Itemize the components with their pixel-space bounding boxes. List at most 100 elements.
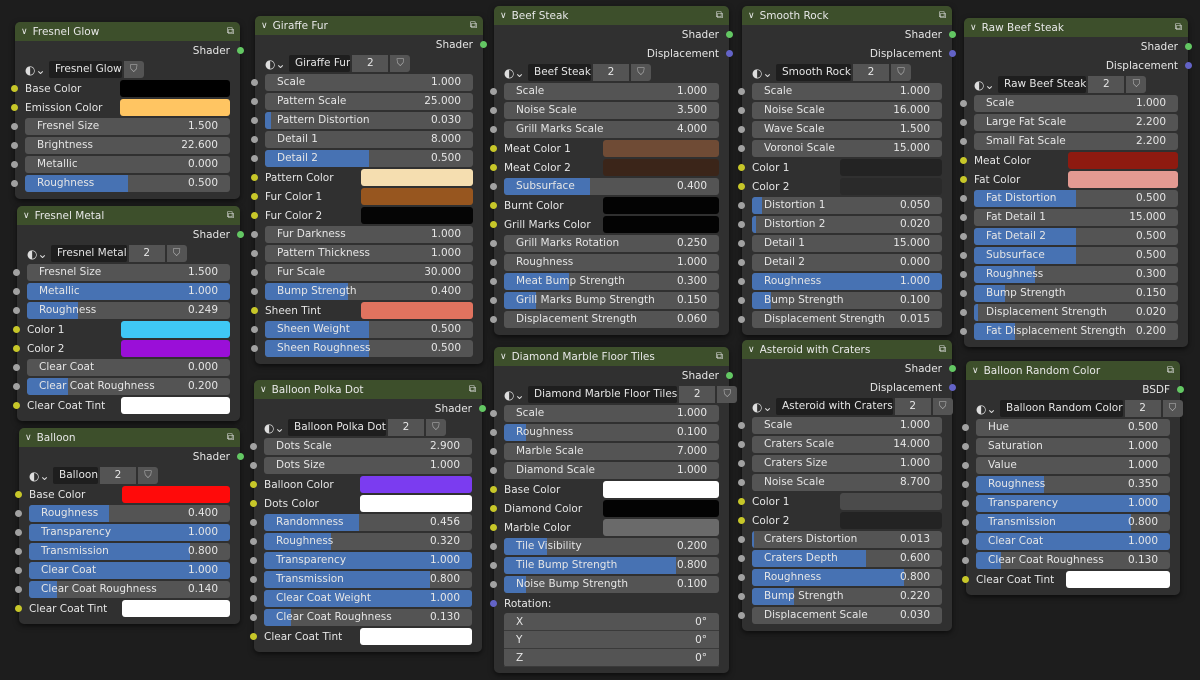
material-browse-icon[interactable]: ◐⌄ [504, 65, 525, 80]
socket-icon[interactable] [738, 460, 745, 467]
datablock-selector[interactable]: ◐⌄ Fresnel Glow ⛉ [25, 61, 144, 78]
node-diamond-marble-floor-tiles[interactable]: ∨ Diamond Marble Floor Tiles ⧉ Shader ◐⌄ Diam… [490, 347, 738, 673]
node-group-icon[interactable]: ⧉ [226, 26, 234, 37]
value-slider[interactable]: Roughness 0.800 [752, 569, 942, 586]
user-count[interactable]: 2 [352, 55, 389, 72]
material-browse-icon[interactable]: ◐⌄ [25, 62, 46, 77]
socket-icon[interactable] [15, 491, 22, 498]
color-swatch[interactable] [360, 188, 473, 205]
collapse-chevron-icon[interactable]: ∨ [972, 365, 979, 376]
user-count[interactable]: 2 [99, 467, 136, 484]
socket-icon[interactable] [960, 233, 967, 240]
socket-icon[interactable] [960, 119, 967, 126]
value-slider[interactable]: Fur Scale 30.000 [265, 264, 473, 281]
color-swatch[interactable] [1068, 152, 1178, 169]
socket-icon[interactable] [251, 117, 258, 124]
collapse-chevron-icon[interactable]: ∨ [25, 432, 32, 443]
fake-user-shield-icon[interactable]: ⛉ [425, 419, 446, 436]
socket-icon[interactable] [251, 269, 258, 276]
value-slider[interactable]: Large Fat Scale 2.200 [974, 114, 1178, 131]
socket-icon[interactable] [13, 345, 20, 352]
socket-icon[interactable] [251, 307, 258, 314]
socket-icon[interactable] [960, 176, 967, 183]
fake-user-shield-icon[interactable]: ⛉ [137, 467, 158, 484]
value-slider[interactable]: Fat Detail 2 0.500 [974, 228, 1178, 245]
color-swatch[interactable] [360, 169, 473, 186]
socket-icon[interactable] [960, 157, 967, 164]
value-slider[interactable]: Roughness 0.300 [974, 266, 1178, 283]
socket-icon[interactable] [738, 441, 745, 448]
node-header[interactable]: ∨ Beef Steak ⧉ [494, 6, 729, 25]
color-swatch[interactable] [360, 207, 473, 224]
value-slider[interactable]: Detail 2 0.500 [265, 150, 473, 167]
node-group-icon[interactable]: ⧉ [468, 384, 476, 395]
fake-user-shield-icon[interactable]: ⛉ [123, 61, 144, 78]
node-header[interactable]: ∨ Asteroid with Craters ⧉ [742, 340, 952, 359]
node-group-icon[interactable]: ⧉ [1174, 22, 1182, 33]
socket-icon[interactable] [490, 259, 497, 266]
socket-icon[interactable] [738, 297, 745, 304]
socket-icon[interactable] [490, 278, 497, 285]
socket-icon[interactable] [738, 479, 745, 486]
datablock-selector[interactable]: ◐⌄ Asteroid with Craters 2 ⛉ [752, 398, 953, 415]
datablock-name[interactable]: Diamond Marble Floor Tiles [528, 386, 678, 403]
socket-icon[interactable] [490, 467, 497, 474]
color-swatch[interactable] [840, 178, 942, 195]
value-slider[interactable]: Fresnel Size 1.500 [25, 118, 230, 135]
socket-icon[interactable] [490, 183, 497, 190]
value-slider[interactable]: Dots Size 1.000 [264, 457, 472, 474]
value-slider[interactable]: Clear Coat Roughness 0.200 [27, 378, 230, 395]
datablock-selector[interactable]: ◐⌄ Smooth Rock 2 ⛉ [752, 64, 911, 81]
node-group-icon[interactable]: ⧉ [938, 10, 946, 21]
material-browse-icon[interactable]: ◐⌄ [974, 77, 995, 92]
material-browse-icon[interactable]: ◐⌄ [976, 401, 997, 416]
datablock-selector[interactable]: ◐⌄ Balloon 2 ⛉ [29, 467, 158, 484]
value-slider[interactable]: Grill Marks Rotation 0.250 [504, 235, 719, 252]
user-count[interactable]: 2 [128, 245, 165, 262]
value-slider[interactable]: Diamond Scale 1.000 [504, 462, 719, 479]
value-slider[interactable]: Grill Marks Scale 4.000 [504, 121, 719, 138]
value-slider[interactable]: Displacement Scale 0.030 [752, 607, 942, 624]
socket-icon[interactable] [490, 543, 497, 550]
socket-icon[interactable] [490, 581, 497, 588]
node-balloon-polka-dot[interactable]: ∨ Balloon Polka Dot ⧉ Shader ◐⌄ Balloon Polka… [250, 380, 486, 652]
user-count[interactable]: 2 [679, 386, 716, 403]
collapse-chevron-icon[interactable]: ∨ [970, 22, 977, 33]
socket-icon[interactable] [251, 174, 258, 181]
value-slider[interactable]: Detail 1 15.000 [752, 235, 942, 252]
datablock-name[interactable]: Smooth Rock [776, 64, 851, 81]
value-slider[interactable]: Tile Visibility 0.200 [504, 538, 719, 555]
user-count[interactable]: 2 [1088, 76, 1125, 93]
value-slider[interactable]: Wave Scale 1.500 [752, 121, 942, 138]
node-header[interactable]: ∨ Balloon ⧉ [19, 428, 240, 447]
socket-icon[interactable] [960, 195, 967, 202]
value-slider[interactable]: Scale 1.000 [504, 83, 719, 100]
value-slider[interactable]: Craters Depth 0.600 [752, 550, 942, 567]
value-slider[interactable]: Transparency 1.000 [264, 552, 472, 569]
socket-icon[interactable] [11, 161, 18, 168]
socket-icon[interactable] [1185, 62, 1192, 69]
vector-field[interactable]: X 0° Y 0° Z 0° [504, 613, 719, 667]
value-slider[interactable]: Roughness 1.000 [504, 254, 719, 271]
value-slider[interactable]: Roughness 0.100 [504, 424, 719, 441]
value-slider[interactable]: Transparency 1.000 [29, 524, 230, 541]
socket-icon[interactable] [962, 500, 969, 507]
material-browse-icon[interactable]: ◐⌄ [265, 56, 286, 71]
fake-user-shield-icon[interactable]: ⛉ [890, 64, 911, 81]
collapse-chevron-icon[interactable]: ∨ [748, 10, 755, 21]
value-slider[interactable]: Transmission 0.800 [264, 571, 472, 588]
color-swatch[interactable] [121, 486, 230, 503]
socket-icon[interactable] [251, 79, 258, 86]
value-slider[interactable]: Brightness 22.600 [25, 137, 230, 154]
color-swatch[interactable] [359, 476, 472, 493]
value-slider[interactable]: Hue 0.500 [976, 419, 1170, 436]
value-slider[interactable]: Fat Distortion 0.500 [974, 190, 1178, 207]
material-browse-icon[interactable]: ◐⌄ [29, 468, 50, 483]
value-slider[interactable]: Clear Coat 0.000 [27, 359, 230, 376]
material-browse-icon[interactable]: ◐⌄ [264, 420, 285, 435]
socket-icon[interactable] [962, 538, 969, 545]
socket-icon[interactable] [738, 202, 745, 209]
color-swatch[interactable] [602, 159, 719, 176]
value-slider[interactable]: Displacement Strength 0.060 [504, 311, 719, 328]
value-slider[interactable]: Meat Bump Strength 0.300 [504, 273, 719, 290]
